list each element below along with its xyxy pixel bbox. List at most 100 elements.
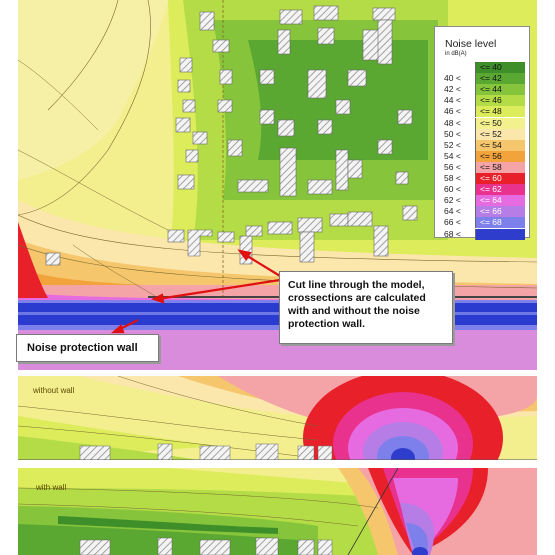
building [277,119,295,137]
legend-upper-bound: <= 66 [480,206,502,217]
building [217,231,235,243]
building [167,229,185,243]
legend-unit: in dB(A) [445,51,467,57]
legend-row: 64 < <= 66 [441,206,525,218]
building [377,139,393,155]
building [217,99,233,113]
legend-lower-bound: 44 < [444,95,461,106]
section-without-wall-canvas [18,376,537,460]
legend-row: 62 < <= 64 [441,195,525,207]
legend-swatch: <= 56 [475,150,525,162]
legend-swatch: <= 62 [475,184,525,196]
legend-upper-bound: <= 40 [480,62,502,72]
building [313,5,339,21]
building [317,119,333,135]
building [335,99,351,115]
legend-row: 66 < <= 68 [441,217,525,229]
building [317,27,335,45]
building [347,69,367,87]
building [199,11,215,31]
building [259,109,275,125]
building [185,149,199,163]
legend-lower-bound: 66 < [444,217,461,228]
legend-lower-bound: 48 < [444,117,461,128]
cross-section-with-wall [18,468,537,555]
building [279,147,297,197]
legend-lower-bound: 62 < [444,195,461,206]
legend-lower-bound: 54 < [444,150,461,161]
building [297,217,323,233]
building [227,139,243,157]
building [182,99,196,113]
legend-swatch: <= 52 [475,128,525,140]
legend-upper-bound: <= 46 [480,95,502,106]
legend-swatch: <= 66 [475,206,525,218]
legend-swatch [475,228,525,240]
building [212,39,230,53]
legend-row: 58 < <= 60 [441,173,525,184]
building [177,79,191,93]
legend-upper-bound: <= 52 [480,128,502,139]
red-arrow-icon [111,249,281,334]
legend-swatch: <= 48 [475,106,525,118]
legend-upper-bound: <= 50 [480,117,502,128]
building [267,221,293,235]
building [277,29,291,55]
building [219,69,233,85]
building [237,179,269,193]
legend-title: Noise level [445,38,497,50]
legend-upper-bound: <= 68 [480,217,502,228]
building [397,109,413,125]
building [245,225,263,237]
legend-upper-bound: <= 62 [480,184,502,195]
building [373,225,389,257]
building [395,171,409,185]
building [335,149,349,191]
building [329,213,349,227]
building [402,205,418,221]
legend-upper-bound: <= 44 [480,84,502,95]
legend-lower-bound: 58 < [444,173,461,183]
legend-row: 46 < <= 48 [441,106,525,118]
zone-west [18,0,168,180]
building [259,69,275,85]
section-label-with-wall: with wall [36,483,67,492]
building [347,159,363,179]
noise-wall-callout: Noise protection wall [16,334,159,362]
building [299,231,315,263]
legend-row: 56 < <= 58 [441,161,525,173]
legend-row: 52 < <= 54 [441,139,525,151]
building [279,9,303,25]
legend-row: 54 < <= 56 [441,150,525,162]
legend-swatch: <= 42 [475,73,525,85]
legend-lower-bound: 42 < [444,84,461,95]
legend-swatch: <= 60 [475,173,525,184]
legend-upper-bound: <= 64 [480,195,502,206]
legend-lower-bound: 50 < [444,128,461,139]
section-with-wall-canvas [18,468,537,555]
legend-lower-bound: 60 < [444,184,461,195]
building [192,131,208,145]
section-label-without-wall: without wall [33,386,75,395]
building [187,229,213,257]
legend-row: <= 40 [441,62,525,73]
legend-row: 42 < <= 44 [441,84,525,96]
building [307,69,327,99]
building [175,117,191,133]
building [377,19,393,65]
legend-swatch: <= 54 [475,139,525,151]
zone-hotspot-west [18,222,48,298]
building [347,211,373,227]
legend-swatch: <= 64 [475,195,525,207]
building [179,57,193,73]
legend-upper-bound: <= 56 [480,150,502,161]
building [307,179,333,195]
noise-level-legend: Noise level in dB(A) <= 40 40 < <= 42 42 < <… [434,26,530,240]
legend-lower-bound: 52 < [444,139,461,150]
legend-upper-bound: <= 42 [480,73,502,84]
legend-row: 60 < <= 62 [441,184,525,196]
legend-swatch: <= 50 [475,117,525,129]
legend-upper-bound: <= 48 [480,106,502,117]
legend-row: 68 < [441,228,525,240]
